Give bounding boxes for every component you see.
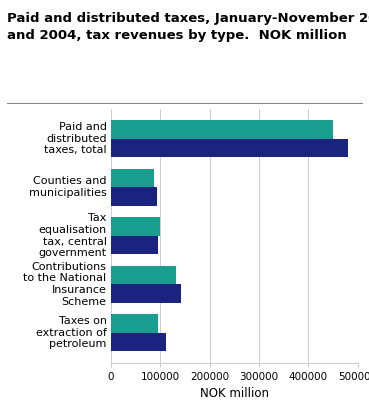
Bar bbox=[111, 169, 154, 187]
Bar bbox=[111, 314, 158, 333]
X-axis label: NOK million: NOK million bbox=[200, 387, 269, 400]
Bar bbox=[111, 333, 166, 351]
Bar bbox=[111, 236, 158, 254]
Bar bbox=[111, 284, 182, 303]
Bar bbox=[111, 266, 176, 284]
Bar bbox=[111, 120, 333, 139]
Text: Paid and distributed taxes, January-November 2003
and 2004, tax revenues by type: Paid and distributed taxes, January-Nove… bbox=[7, 12, 369, 42]
Bar bbox=[111, 217, 160, 236]
Bar bbox=[111, 139, 348, 157]
Bar bbox=[111, 187, 157, 206]
